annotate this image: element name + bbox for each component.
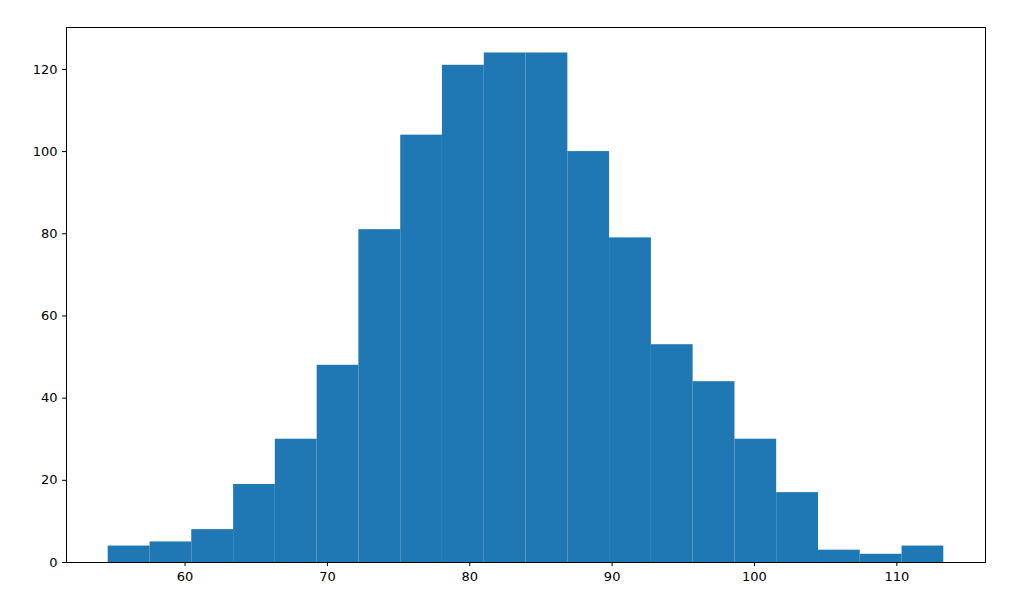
svg-text:100: 100 xyxy=(33,144,58,159)
svg-text:110: 110 xyxy=(884,569,909,584)
svg-text:100: 100 xyxy=(742,569,767,584)
svg-text:0: 0 xyxy=(49,555,57,570)
svg-text:40: 40 xyxy=(41,390,58,405)
svg-text:120: 120 xyxy=(33,62,58,77)
svg-text:80: 80 xyxy=(41,226,58,241)
svg-text:60: 60 xyxy=(41,308,58,323)
svg-text:60: 60 xyxy=(177,569,194,584)
svg-text:70: 70 xyxy=(319,569,336,584)
svg-text:90: 90 xyxy=(604,569,621,584)
svg-text:80: 80 xyxy=(461,569,478,584)
svg-text:20: 20 xyxy=(41,472,58,487)
